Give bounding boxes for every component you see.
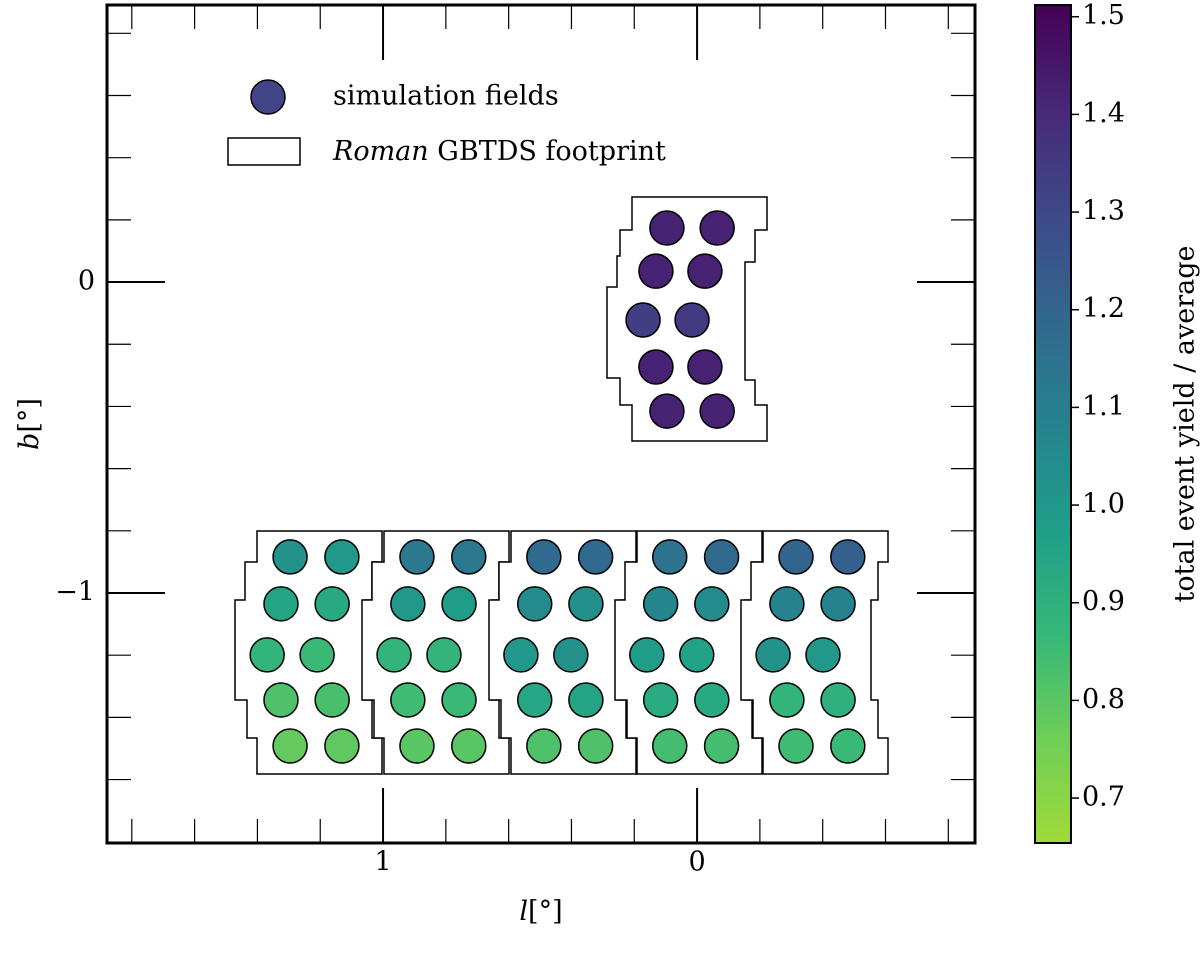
field-marker xyxy=(755,637,791,673)
x-tick-label: 1 xyxy=(374,847,391,878)
colorbar-tick-label: 0.7 xyxy=(1082,782,1125,813)
field-marker xyxy=(652,728,688,764)
x-label-unit: [°] xyxy=(528,896,563,927)
field-marker xyxy=(577,728,614,764)
field-marker xyxy=(526,539,562,575)
field-marker xyxy=(568,586,604,622)
field-marker xyxy=(272,728,308,764)
field-marker xyxy=(324,539,360,575)
field-marker xyxy=(299,637,335,673)
field-marker xyxy=(703,539,740,575)
field-marker xyxy=(451,728,487,764)
colorbar-tick-label: 0.9 xyxy=(1082,586,1125,617)
field-marker xyxy=(577,539,614,575)
plot-frame xyxy=(105,3,977,845)
y-tick-label: 0 xyxy=(78,266,95,297)
field-marker xyxy=(451,539,487,575)
field-marker xyxy=(674,302,710,338)
field-marker xyxy=(314,586,350,622)
y-label-var: b xyxy=(14,433,45,450)
field-marker xyxy=(568,682,604,718)
field-marker xyxy=(694,682,730,718)
field-marker xyxy=(399,539,435,575)
field-marker xyxy=(314,682,350,718)
field-marker xyxy=(638,349,674,385)
field-marker xyxy=(390,586,426,622)
field-marker xyxy=(820,682,856,718)
field-marker xyxy=(553,637,589,673)
field-marker xyxy=(652,539,688,575)
field-marker xyxy=(426,637,462,673)
field-marker xyxy=(805,637,841,673)
field-marker xyxy=(638,253,674,289)
colorbar-tick-label: 1.2 xyxy=(1082,293,1125,324)
colorbar-label: total event yield / average xyxy=(1170,246,1200,603)
field-marker xyxy=(769,682,805,718)
legend-label: simulation fields xyxy=(333,81,559,112)
field-marker xyxy=(778,539,814,575)
field-marker xyxy=(642,682,679,718)
colorbar-tick-label: 1.5 xyxy=(1082,0,1125,31)
x-label-var: l xyxy=(519,896,528,927)
field-marker xyxy=(699,393,735,429)
field-marker xyxy=(830,539,866,575)
field-marker xyxy=(649,210,685,246)
field-marker xyxy=(399,728,435,764)
y-axis-label: b[°] xyxy=(14,398,45,450)
field-marker xyxy=(526,728,562,764)
field-marker xyxy=(441,586,477,622)
field-marker xyxy=(272,539,308,575)
y-tick-label: −1 xyxy=(55,576,95,607)
field-marker xyxy=(649,393,685,429)
field-marker xyxy=(324,728,360,764)
field-marker xyxy=(679,637,715,673)
field-marker xyxy=(376,637,412,673)
field-marker xyxy=(516,586,553,622)
field-marker xyxy=(441,682,477,718)
colorbar-tick-label: 1.3 xyxy=(1082,196,1125,227)
field-marker xyxy=(820,586,856,622)
colorbar-tick-label: 0.8 xyxy=(1082,684,1125,715)
y-label-unit: [°] xyxy=(14,398,45,433)
x-axis-label: l[°] xyxy=(519,896,562,927)
field-marker xyxy=(642,586,679,622)
field-marker xyxy=(625,302,661,338)
field-marker xyxy=(263,586,299,622)
field-marker xyxy=(687,253,723,289)
colorbar-tick-label: 1.0 xyxy=(1082,489,1125,520)
field-marker xyxy=(830,728,866,764)
field-marker xyxy=(249,637,285,673)
field-marker xyxy=(699,210,735,246)
field-marker xyxy=(503,637,539,673)
field-marker xyxy=(778,728,814,764)
x-tick-label: 0 xyxy=(688,847,705,878)
colorbar xyxy=(1034,4,1072,844)
colorbar-tick-label: 1.4 xyxy=(1082,98,1125,129)
field-marker xyxy=(769,586,805,622)
field-marker xyxy=(516,682,553,718)
field-marker xyxy=(687,349,723,385)
legend-footprint xyxy=(227,137,301,166)
field-marker xyxy=(694,586,730,622)
legend-label: Roman GBTDS footprint xyxy=(332,136,666,167)
field-marker xyxy=(390,682,426,718)
colorbar-tick-label: 1.1 xyxy=(1082,391,1125,422)
field-marker xyxy=(629,637,665,673)
legend-text: GBTDS footprint xyxy=(437,136,666,167)
field-marker xyxy=(263,682,299,718)
legend-marker xyxy=(250,79,286,115)
legend-italic: Roman xyxy=(332,136,429,167)
field-marker xyxy=(703,728,740,764)
